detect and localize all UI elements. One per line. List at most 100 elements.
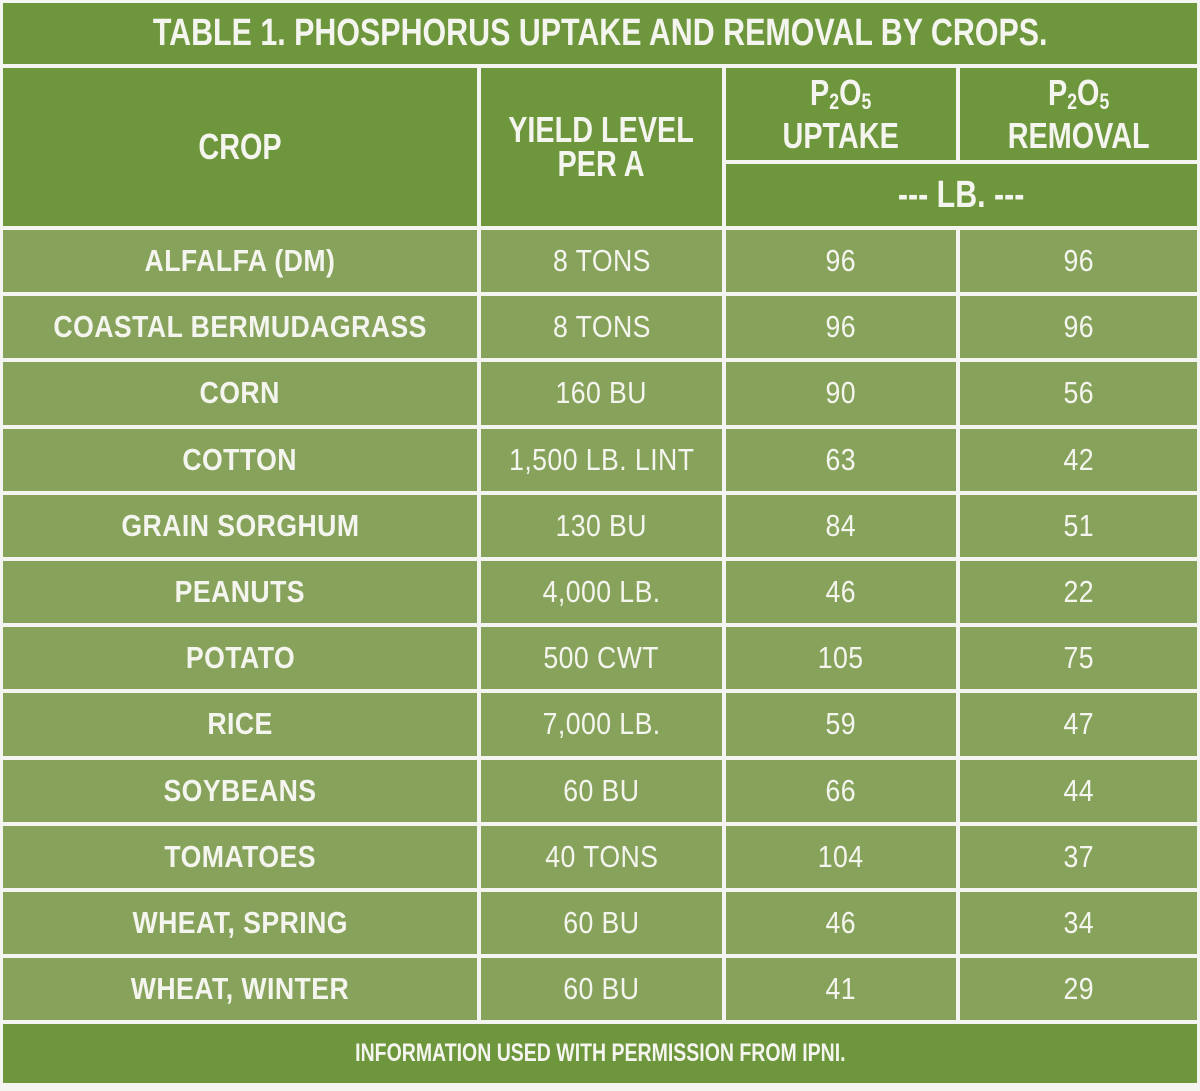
- cell-removal: 56: [960, 362, 1197, 425]
- cell-uptake: 105: [726, 627, 956, 690]
- formula-p: P: [1047, 71, 1068, 113]
- table-row: SOYBEANS 60 BU 66 44: [3, 759, 1197, 822]
- cell-removal: 47: [960, 693, 1197, 756]
- table-row: COASTAL BERMUDAGRASS 8 TONS 96 96: [3, 296, 1197, 359]
- cell-crop: SOYBEANS: [3, 759, 477, 822]
- header-yield: YIELD LEVEL PER A: [481, 68, 722, 226]
- cell-removal: 96: [960, 230, 1197, 293]
- cell-yield: 1,500 LB. LINT: [481, 428, 722, 491]
- crop-name: WHEAT, SPRING: [132, 904, 348, 940]
- uptake-value: 96: [825, 309, 857, 345]
- yield-value: 8 TONS: [552, 309, 651, 345]
- cell-removal: 96: [960, 296, 1197, 359]
- uptake-value: 96: [825, 243, 857, 279]
- uptake-value: 46: [825, 904, 857, 940]
- removal-value: 56: [1063, 375, 1094, 411]
- header-removal-text: REMOVAL: [1007, 114, 1150, 156]
- uptake-value: 63: [825, 441, 857, 477]
- header-uptake-text: UPTAKE: [782, 114, 900, 156]
- formula-sub: 5: [1099, 88, 1110, 114]
- table-header: CROP YIELD LEVEL PER A P2O5 UPTAKE P2O5 …: [3, 68, 1197, 226]
- yield-value: 7,000 LB.: [542, 706, 661, 742]
- p2o5-formula: P2O5: [783, 74, 899, 119]
- footer-credit: INFORMATION USED WITH PERMISSION FROM IP…: [354, 1039, 846, 1068]
- cell-crop: RICE: [3, 693, 477, 756]
- cell-yield: 60 BU: [481, 891, 722, 955]
- header-crop-label: CROP: [198, 126, 282, 167]
- header-yield-line2: PER A: [558, 143, 645, 184]
- cell-yield: 60 BU: [481, 759, 722, 822]
- cell-crop: PEANUTS: [3, 560, 477, 624]
- cell-crop: GRAIN SORGHUM: [3, 494, 477, 557]
- header-removal: P2O5 REMOVAL: [960, 68, 1197, 160]
- cell-removal: 22: [960, 560, 1197, 624]
- formula-o: O: [1076, 71, 1100, 113]
- table-row: CORN 160 BU 90 56: [3, 362, 1197, 425]
- cell-uptake: 96: [726, 296, 956, 359]
- cell-yield: 500 CWT: [481, 627, 722, 690]
- cell-crop: TOMATOES: [3, 825, 477, 888]
- header-removal-label: P2O5 REMOVAL: [1007, 74, 1150, 156]
- crop-name: COTTON: [182, 441, 298, 477]
- removal-value: 96: [1063, 309, 1094, 345]
- removal-value: 22: [1063, 574, 1094, 610]
- header-yield-line1: YIELD LEVEL: [508, 109, 695, 150]
- cell-yield: 8 TONS: [481, 230, 722, 293]
- yield-value: 1,500 LB. LINT: [508, 441, 695, 477]
- yield-value: 130 BU: [555, 507, 648, 543]
- table-row: WHEAT, WINTER 60 BU 41 29: [3, 958, 1197, 1021]
- yield-value: 4,000 LB.: [542, 574, 661, 610]
- table-row: WHEAT, SPRING 60 BU 46 34: [3, 891, 1197, 955]
- crop-name: CORN: [199, 375, 281, 411]
- crop-name: POTATO: [185, 640, 295, 676]
- formula-sub: 2: [829, 88, 840, 114]
- cell-yield: 60 BU: [481, 958, 722, 1021]
- cell-crop: POTATO: [3, 627, 477, 690]
- header-yield-label: YIELD LEVEL PER A: [508, 109, 695, 184]
- cell-yield: 130 BU: [481, 494, 722, 557]
- cell-removal: 29: [960, 958, 1197, 1021]
- cell-removal: 42: [960, 428, 1197, 491]
- removal-value: 44: [1063, 772, 1094, 808]
- crop-name: PEANUTS: [174, 574, 306, 610]
- uptake-value: 41: [825, 971, 857, 1007]
- uptake-value: 105: [818, 640, 864, 676]
- p2o5-formula: P2O5: [1008, 74, 1150, 119]
- uptake-value: 84: [825, 507, 857, 543]
- cell-yield: 8 TONS: [481, 296, 722, 359]
- cell-uptake: 59: [726, 693, 956, 756]
- header-uptake-label: P2O5 UPTAKE: [782, 74, 900, 156]
- yield-value: 500 CWT: [543, 640, 660, 676]
- cell-removal: 37: [960, 825, 1197, 888]
- formula-p: P: [810, 71, 830, 113]
- removal-value: 75: [1063, 640, 1094, 676]
- table-title: TABLE 1. PHOSPHORUS UPTAKE AND REMOVAL B…: [152, 12, 1048, 54]
- header-crop: CROP: [3, 68, 477, 226]
- table-row: PEANUTS 4,000 LB. 46 22: [3, 560, 1197, 624]
- table-body: ALFALFA (DM) 8 TONS 96 96 COASTAL BERMUD…: [3, 230, 1197, 1021]
- cell-removal: 51: [960, 494, 1197, 557]
- cell-uptake: 66: [726, 759, 956, 822]
- crop-name: WHEAT, WINTER: [130, 971, 350, 1007]
- cell-yield: 160 BU: [481, 362, 722, 425]
- header-unit: --- LB. ---: [726, 164, 1197, 226]
- cell-removal: 34: [960, 891, 1197, 955]
- header-uptake: P2O5 UPTAKE: [726, 68, 956, 160]
- removal-value: 34: [1063, 904, 1094, 940]
- cell-uptake: 46: [726, 560, 956, 624]
- uptake-value: 104: [818, 838, 864, 874]
- crop-name: SOYBEANS: [163, 772, 317, 808]
- cell-uptake: 41: [726, 958, 956, 1021]
- crop-name: RICE: [207, 706, 273, 742]
- removal-value: 29: [1063, 971, 1094, 1007]
- table-footer: INFORMATION USED WITH PERMISSION FROM IP…: [3, 1024, 1197, 1084]
- formula-sub: 2: [1067, 88, 1077, 114]
- table-row: RICE 7,000 LB. 59 47: [3, 693, 1197, 756]
- crop-name: GRAIN SORGHUM: [120, 507, 360, 543]
- phosphorus-table: TABLE 1. PHOSPHORUS UPTAKE AND REMOVAL B…: [3, 3, 1197, 1088]
- cell-crop: ALFALFA (DM): [3, 230, 477, 293]
- table-row: ALFALFA (DM) 8 TONS 96 96: [3, 230, 1197, 293]
- removal-value: 42: [1063, 441, 1094, 477]
- cell-uptake: 63: [726, 428, 956, 491]
- cell-yield: 7,000 LB.: [481, 693, 722, 756]
